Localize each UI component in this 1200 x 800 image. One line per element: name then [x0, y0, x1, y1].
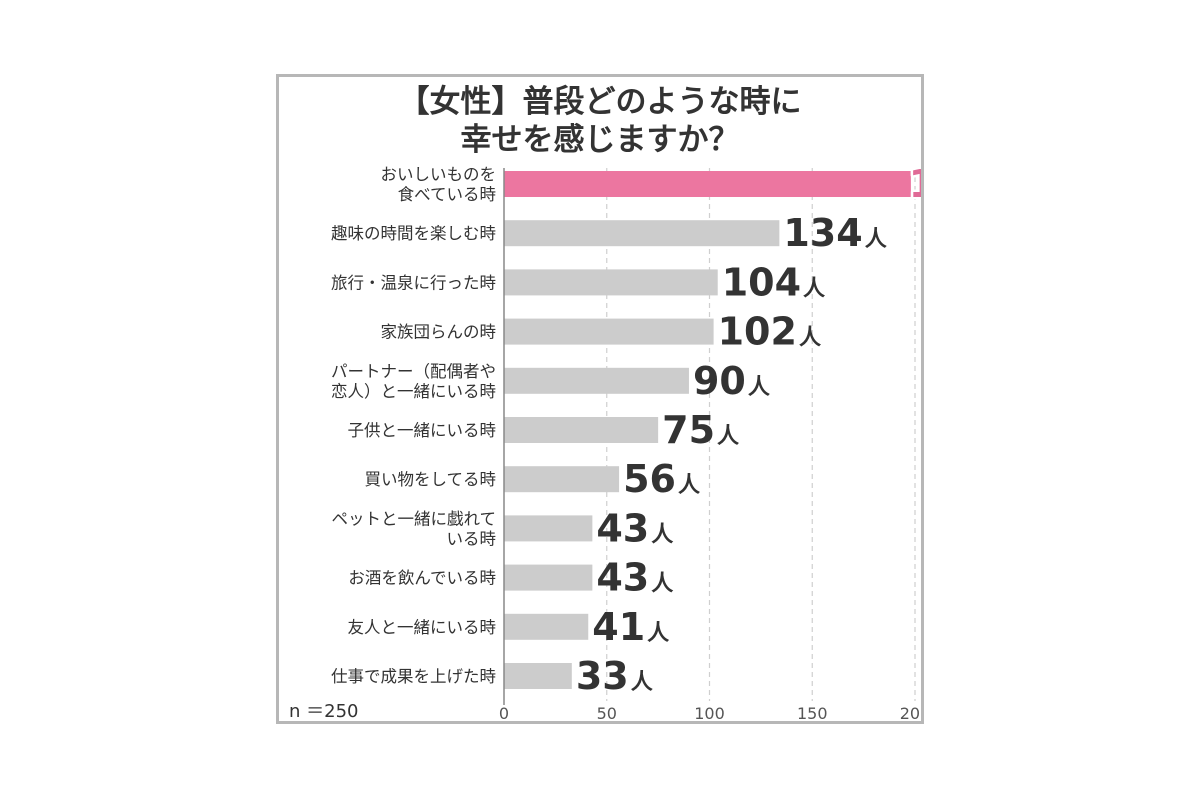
bar: [504, 663, 572, 689]
bar: [504, 613, 589, 640]
chart-frame: 【女性】普段どのような時に 幸せを感じますか？ 0 50 100 150 200 おいし…: [276, 74, 924, 724]
x-axis: 0 50 100 150 200: [499, 168, 921, 721]
value-number: 90: [693, 359, 746, 403]
value-number: 33: [576, 654, 629, 698]
category-label: おいしいものを: [381, 165, 497, 184]
category-label: 家族団らんの時: [381, 323, 497, 342]
bar: [504, 171, 911, 197]
value-number: 198: [909, 162, 921, 206]
value-unit: 人: [678, 473, 700, 498]
x-tick-label: 150: [797, 704, 828, 721]
value-unit: 人: [748, 375, 770, 400]
sample-size-label: n ＝250: [289, 701, 359, 721]
value-unit: 人: [651, 522, 673, 547]
value-label: 134人: [783, 211, 886, 255]
x-tick-label: 200: [900, 704, 921, 721]
value-label: 43人: [596, 556, 673, 600]
value-number: 43: [596, 556, 649, 600]
bars: [504, 171, 911, 689]
chart-title: 【女性】普段どのような時に 幸せを感じますか？: [279, 83, 921, 159]
value-label: 56人: [623, 457, 700, 501]
category-label: 旅行・温泉に行った時: [331, 273, 496, 292]
value-unit: 人: [865, 227, 887, 252]
x-tick-label: 100: [694, 704, 725, 721]
category-labels: おいしいものを食べている時趣味の時間を楽しむ時旅行・温泉に行った時家族団らんの時…: [331, 165, 496, 686]
category-label: 買い物をしてる時: [364, 470, 496, 489]
x-tick-label: 50: [597, 704, 617, 721]
category-label: いる時: [447, 529, 497, 548]
category-label: 友人と一緒にいる時: [348, 618, 497, 637]
bar: [504, 367, 689, 394]
value-unit: 人: [631, 670, 653, 695]
category-label: 食べている時: [398, 185, 496, 204]
value-label: 102人: [718, 310, 821, 354]
gridlines: [606, 168, 916, 701]
value-label: 198人: [909, 162, 921, 206]
bar: [504, 220, 780, 247]
category-label: パートナー（配偶者や: [331, 362, 496, 381]
bar: [504, 466, 620, 493]
value-number: 56: [623, 457, 676, 501]
chart-title-line-1: 【女性】普段どのような時に: [398, 84, 802, 120]
x-tick-label: 0: [499, 704, 509, 721]
category-label: ペットと一緒に戯れて: [331, 509, 496, 528]
bar: [504, 564, 593, 591]
category-label: 子供と一緒にいる時: [348, 421, 497, 440]
value-label: 90人: [693, 359, 770, 403]
value-label: 33人: [576, 654, 653, 698]
value-number: 41: [592, 605, 645, 649]
bar: [504, 515, 593, 542]
value-unit: 人: [803, 276, 825, 301]
value-label: 75人: [662, 408, 739, 452]
bar: [504, 417, 659, 443]
category-label: 仕事で成果を上げた時: [331, 667, 496, 686]
value-label: 104人: [722, 260, 825, 304]
value-number: 134: [783, 211, 862, 255]
category-label: 恋人）と一緒にいる時: [331, 381, 496, 401]
value-labels: 198人134人104人102人90人75人56人43人43人41人33人: [576, 160, 921, 699]
value-label: 43人: [596, 506, 673, 550]
bar: [504, 269, 718, 296]
value-number: 104: [722, 260, 801, 304]
value-unit: 人: [717, 424, 739, 449]
value-number: 43: [596, 506, 649, 550]
value-unit: 人: [651, 572, 673, 597]
category-label: 趣味の時間を楽しむ時: [331, 224, 496, 243]
chart-title-line-2: 幸せを感じますか？: [460, 122, 740, 158]
bar: [504, 318, 714, 345]
value-number: 75: [662, 408, 715, 452]
value-number: 102: [718, 310, 797, 354]
category-label: お酒を飲んでいる時: [348, 569, 496, 588]
value-unit: 人: [647, 621, 669, 646]
value-unit: 人: [799, 326, 821, 351]
value-label: 41人: [592, 605, 669, 649]
bar-chart: 0 50 100 150 200 おいしいものを食べている時趣味の時間を楽しむ時旅行・温…: [289, 160, 921, 722]
